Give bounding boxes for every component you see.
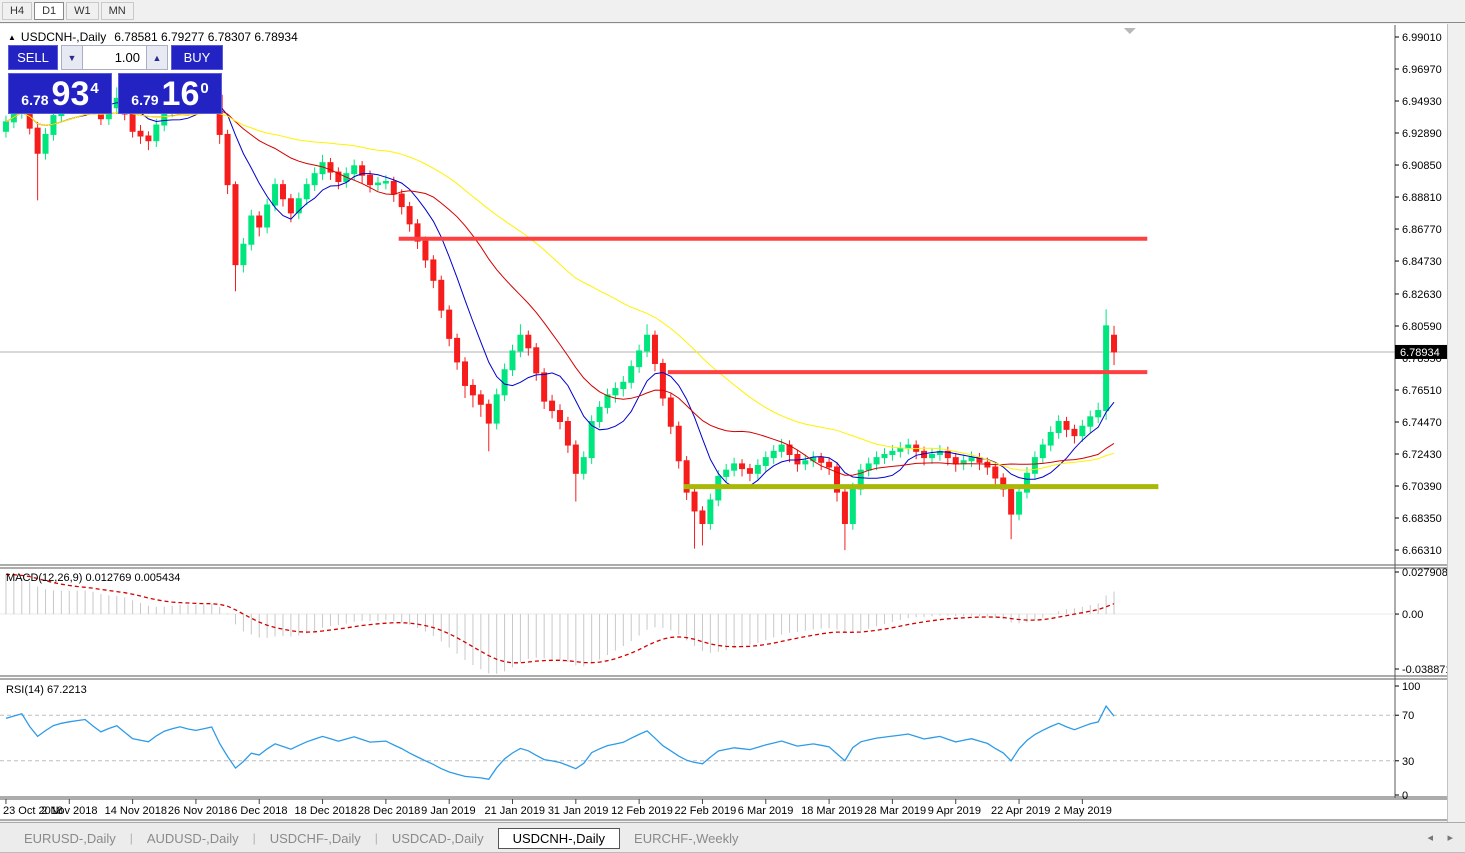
macd-axis-label: 0.027908 <box>1402 567 1447 579</box>
date-axis-label: 31 Jan 2019 <box>548 805 609 817</box>
date-axis-label: 22 Feb 2019 <box>674 805 736 817</box>
tab-separator: | <box>129 831 133 845</box>
ma-slow-line <box>5 111 1115 471</box>
timeframe-toolbar: H4 D1 W1 MN <box>0 0 1465 23</box>
macd-signal-line <box>5 573 1115 664</box>
price-axis-label: 6.99010 <box>1402 32 1442 44</box>
price-axis-label: 6.84730 <box>1402 256 1442 268</box>
price-axis-label: 6.76510 <box>1402 385 1442 397</box>
buy-price-pipette: 0 <box>200 80 209 97</box>
svg-text:6.78934: 6.78934 <box>1400 347 1440 359</box>
timeframe-d1-button[interactable]: D1 <box>34 2 65 20</box>
date-axis-label: 14 Nov 2018 <box>105 805 167 817</box>
date-axis-label: 28 Mar 2019 <box>864 805 926 817</box>
date-axis-label: 23 Oct 2018 <box>3 805 63 817</box>
sell-price-big: 93 <box>51 75 90 113</box>
rsi-indicator-label: RSI(14) 67.2213 <box>6 684 87 696</box>
macd-indicator-label: MACD(12,26,9) 0.012769 0.005434 <box>6 572 181 584</box>
price-axis-label: 6.92890 <box>1402 128 1442 140</box>
volume-decrease-button[interactable]: ▼ <box>61 45 83 70</box>
chart-tab-usdchf-daily[interactable]: USDCHF-,Daily <box>269 830 361 846</box>
chart-title: ▲ USDCNH-,Daily 6.78581 6.79277 6.78307 6.… <box>8 30 298 44</box>
date-axis-label: 2 Nov 2018 <box>41 805 97 817</box>
date-axis-label: 6 Mar 2019 <box>738 805 794 817</box>
date-axis-label: 12 Feb 2019 <box>611 805 673 817</box>
volume-increase-button[interactable]: ▲ <box>146 45 168 70</box>
timeframe-mn-button[interactable]: MN <box>100 2 134 20</box>
date-axis-label: 28 Dec 2018 <box>358 805 420 817</box>
current-price-tag <box>1395 344 1447 359</box>
rsi-axis-label: 100 <box>1402 681 1420 693</box>
sell-price-prefix: 6.78 <box>21 92 49 108</box>
rsi-axis-label: 30 <box>1402 756 1414 768</box>
rsi-axis-label: 0 <box>1402 790 1408 802</box>
sell-price-box[interactable]: 6.78 93 4 <box>8 73 112 114</box>
spinner-up-icon: ▲ <box>152 52 162 63</box>
date-axis-label: 18 Dec 2018 <box>295 805 357 817</box>
rsi-axis-label: 70 <box>1402 710 1414 722</box>
sell-price-pipette: 4 <box>90 80 99 97</box>
spinner-down-icon: ▼ <box>67 52 77 63</box>
price-axis-label: 6.88810 <box>1402 192 1442 204</box>
date-axis-label: 21 Jan 2019 <box>485 805 546 817</box>
chart-tab-usdcad-daily[interactable]: USDCAD-,Daily <box>391 830 484 846</box>
sell-button[interactable]: SELL <box>8 45 58 70</box>
price-axis-label: 6.90850 <box>1402 160 1442 172</box>
macd-histogram <box>5 574 1115 674</box>
price-axis-label: 6.82630 <box>1402 289 1442 301</box>
tab-scroll-right-icon[interactable]: ▸ <box>1447 832 1453 844</box>
chart-tab-usdcnh-daily[interactable]: USDCNH-,Daily <box>497 827 621 849</box>
chart-tab-bar: EURUSD-,Daily | AUDUSD-,Daily | USDCHF-,Dail… <box>0 822 1465 853</box>
macd-axis-label: 0.00 <box>1402 609 1423 621</box>
price-axis-label: 6.70390 <box>1402 481 1442 493</box>
collapse-triangle-icon[interactable]: ▲ <box>8 33 16 42</box>
symbol-period-label: USDCNH-,Daily <box>20 30 107 44</box>
tab-separator: | <box>252 831 256 845</box>
price-axis-label: 6.68350 <box>1402 513 1442 525</box>
candles <box>2 84 1118 551</box>
buy-price-prefix: 6.79 <box>131 92 159 108</box>
rsi-line <box>5 704 1115 781</box>
price-axis-label: 6.72430 <box>1402 449 1442 461</box>
date-axis-label: 26 Nov 2018 <box>168 805 230 817</box>
price-axis-label: 6.80590 <box>1402 321 1442 333</box>
volume-input[interactable]: 1.00 <box>83 45 146 70</box>
ma-fast-line <box>5 102 1115 489</box>
date-axis-label: 9 Jan 2019 <box>421 805 475 817</box>
right-edge-strip <box>1447 24 1465 828</box>
price-chart-svg: 6.99010 6.96970 6.94930 6.92890 6.90850 6.888… <box>0 24 1447 821</box>
tab-scroll-left-icon[interactable]: ◂ <box>1427 832 1433 844</box>
timeframe-w1-button[interactable]: W1 <box>66 2 99 20</box>
one-click-trading-panel: SELL ▼ 1.00 ▲ BUY 6.78 93 4 6.79 16 0 <box>8 45 226 114</box>
price-axis-label: 6.66310 <box>1402 545 1442 557</box>
price-axis-label: 6.94930 <box>1402 96 1442 108</box>
buy-price-big: 16 <box>161 75 200 113</box>
macd-axis-label: -0.038871 <box>1402 664 1447 676</box>
ohlc-values: 6.78581 6.79277 6.78307 6.78934 <box>114 30 298 44</box>
date-axis-label: 9 Apr 2019 <box>928 805 981 817</box>
tab-separator: | <box>374 831 378 845</box>
shift-marker-icon <box>1123 28 1136 34</box>
date-axis-label: 18 Mar 2019 <box>801 805 863 817</box>
chart-tab-eurchf-weekly[interactable]: EURCHF-,Weekly <box>634 830 739 846</box>
price-axis-label: 6.86770 <box>1402 224 1442 236</box>
chart-tab-eurusd-daily[interactable]: EURUSD-,Daily <box>24 830 116 846</box>
timeframe-h4-button[interactable]: H4 <box>2 2 33 20</box>
buy-button[interactable]: BUY <box>171 45 223 70</box>
buy-price-box[interactable]: 6.79 16 0 <box>118 73 222 114</box>
price-axis-label: 6.96970 <box>1402 64 1442 76</box>
chart-tab-audusd-daily[interactable]: AUDUSD-,Daily <box>146 830 239 846</box>
date-axis-label: 2 May 2019 <box>1054 805 1111 817</box>
price-axis-label: 6.74470 <box>1402 417 1442 429</box>
date-axis-label: 6 Dec 2018 <box>231 805 287 817</box>
date-axis-label: 22 Apr 2019 <box>991 805 1050 817</box>
